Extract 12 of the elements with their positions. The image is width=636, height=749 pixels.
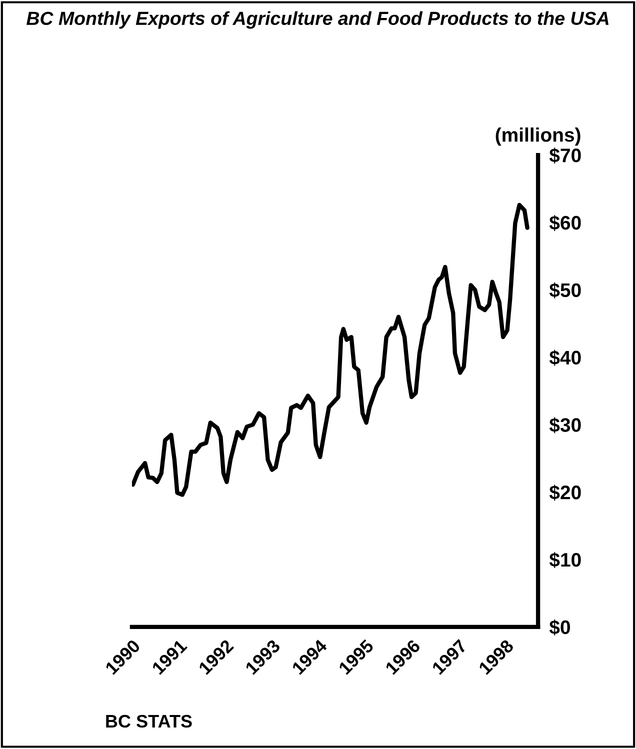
y-axis-title: (millions) [496,127,580,146]
y-tick-label: $60 [549,215,581,231]
line-series [132,202,530,497]
chart-title: BC Monthly Exports of Agriculture and Food Products to the USA [26,11,608,29]
y-tick-label: $30 [549,417,581,434]
y-tick-label: $50 [549,282,581,298]
y-tick-label: $40 [549,350,581,366]
y-tick-label: $0 [549,620,570,636]
y-tick-label: $20 [549,484,581,501]
y-tick-label: $10 [549,552,581,568]
text: BC STATS [106,714,192,728]
y-tick-label: $70 [549,148,581,164]
